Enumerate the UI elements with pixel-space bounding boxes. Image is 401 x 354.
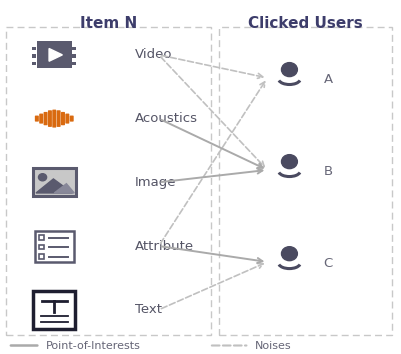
Circle shape <box>38 174 47 181</box>
Text: Noises: Noises <box>255 341 291 350</box>
FancyBboxPatch shape <box>32 54 36 58</box>
FancyBboxPatch shape <box>71 41 77 68</box>
Text: Video: Video <box>134 48 172 61</box>
Text: Point-of-Interests: Point-of-Interests <box>46 341 141 350</box>
Point <box>64 298 69 303</box>
Text: Attribute: Attribute <box>134 240 193 252</box>
FancyBboxPatch shape <box>32 47 36 50</box>
Point <box>46 235 51 240</box>
FancyBboxPatch shape <box>43 112 47 125</box>
FancyBboxPatch shape <box>72 47 76 50</box>
FancyBboxPatch shape <box>72 62 76 65</box>
FancyBboxPatch shape <box>39 254 44 259</box>
FancyBboxPatch shape <box>61 112 65 125</box>
FancyBboxPatch shape <box>32 168 76 196</box>
FancyBboxPatch shape <box>39 114 43 124</box>
Text: Acoustics: Acoustics <box>134 112 197 125</box>
Point <box>65 314 70 318</box>
Point <box>39 298 44 303</box>
FancyBboxPatch shape <box>34 230 74 262</box>
Text: Image: Image <box>134 176 176 189</box>
Circle shape <box>281 155 297 169</box>
FancyBboxPatch shape <box>65 114 69 124</box>
FancyBboxPatch shape <box>32 41 37 68</box>
FancyBboxPatch shape <box>48 110 52 127</box>
FancyBboxPatch shape <box>57 110 61 127</box>
Text: C: C <box>323 257 332 270</box>
Polygon shape <box>49 48 62 61</box>
Point <box>52 309 57 314</box>
Text: Item N: Item N <box>80 16 137 31</box>
Point <box>65 320 70 325</box>
FancyBboxPatch shape <box>32 41 77 68</box>
Point <box>66 255 71 259</box>
FancyBboxPatch shape <box>72 54 76 58</box>
FancyBboxPatch shape <box>39 235 44 240</box>
Point <box>38 320 43 325</box>
FancyBboxPatch shape <box>33 291 75 329</box>
Text: Text: Text <box>134 303 161 316</box>
Point <box>46 255 51 259</box>
Circle shape <box>281 63 297 76</box>
Point <box>38 314 43 318</box>
FancyBboxPatch shape <box>39 245 44 250</box>
FancyBboxPatch shape <box>35 115 39 122</box>
Text: B: B <box>323 165 332 178</box>
Polygon shape <box>54 184 74 193</box>
Point <box>66 235 71 240</box>
Point <box>66 245 71 249</box>
FancyBboxPatch shape <box>32 62 36 65</box>
Circle shape <box>281 247 297 261</box>
FancyBboxPatch shape <box>52 110 56 127</box>
FancyBboxPatch shape <box>69 115 73 122</box>
Point <box>52 298 57 303</box>
Point <box>46 245 51 249</box>
Text: Clicked Users: Clicked Users <box>247 16 362 31</box>
Text: A: A <box>323 73 332 86</box>
Polygon shape <box>36 179 72 193</box>
